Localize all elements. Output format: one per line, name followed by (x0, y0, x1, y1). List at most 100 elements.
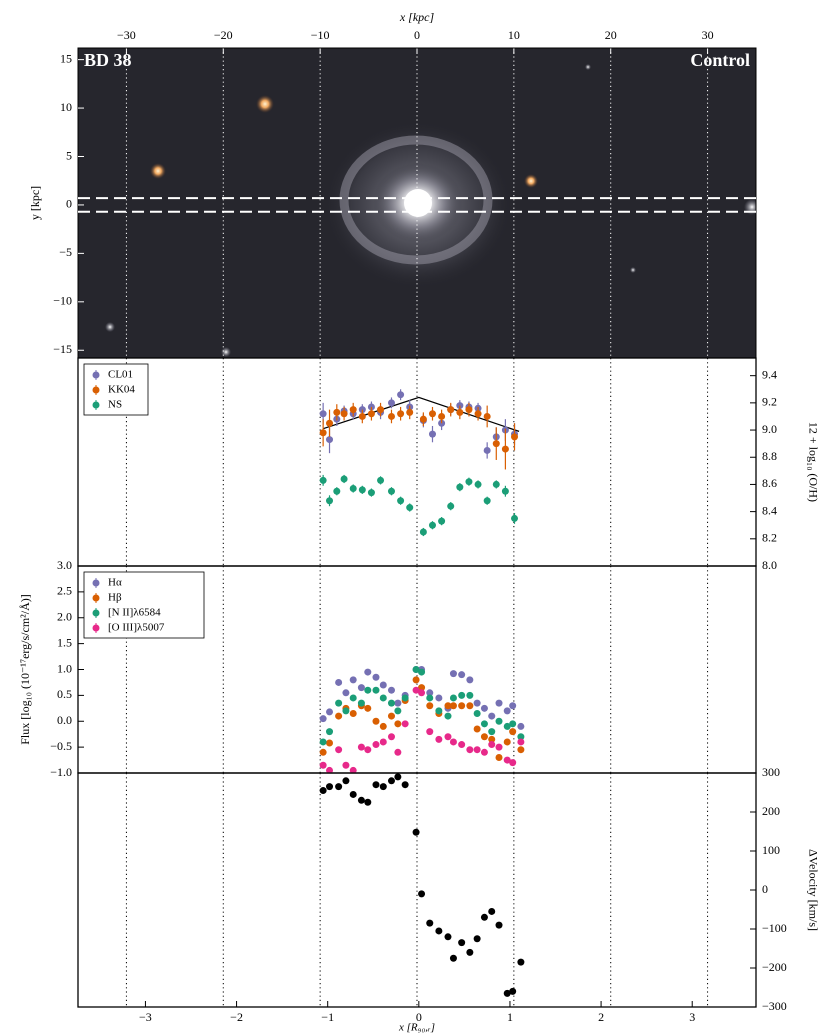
legend-marker (92, 609, 100, 617)
data-point (495, 743, 503, 751)
data-point (379, 681, 387, 689)
y-tick-label: −15 (53, 342, 72, 356)
y-tick-label: 100 (762, 843, 780, 857)
y-tick-label: −100 (762, 921, 787, 935)
data-point (492, 480, 500, 488)
data-point (501, 445, 509, 453)
data-point (319, 738, 327, 746)
y-tick-label: −0.5 (50, 739, 72, 753)
star (524, 174, 538, 188)
data-point (517, 746, 525, 754)
y-tick-label: 200 (762, 804, 780, 818)
x-tick-label: −1 (321, 1010, 334, 1024)
data-point (503, 738, 511, 746)
data-point (466, 691, 474, 699)
data-point (367, 410, 375, 418)
data-point (488, 728, 496, 736)
data-point (492, 440, 500, 448)
data-point (326, 497, 334, 505)
data-point (438, 517, 446, 525)
data-point (474, 410, 482, 418)
data-point (449, 738, 457, 746)
data-point (342, 777, 350, 785)
y-tick-label: 9.0 (762, 422, 777, 436)
data-point (473, 935, 481, 943)
legend-label: Hα (108, 577, 122, 589)
data-point (428, 410, 436, 418)
data-point (397, 497, 405, 505)
data-point (438, 412, 446, 420)
legend-marker (92, 386, 100, 394)
x-tick-label: −3 (139, 1010, 152, 1024)
data-point (326, 728, 334, 736)
y-tick-label: 9.4 (762, 367, 777, 381)
data-point (517, 733, 525, 741)
data-point (335, 746, 343, 754)
data-point (372, 717, 380, 725)
y-tick-label: −1.0 (50, 765, 72, 779)
y-tick-label: 0 (66, 197, 72, 211)
data-point (449, 954, 457, 962)
data-point (509, 728, 517, 736)
x-axis-label: x [R₉₀,ᵣ] (398, 1022, 435, 1034)
data-point (426, 689, 434, 697)
data-point (357, 743, 365, 751)
data-point (319, 761, 327, 769)
data-point (428, 430, 436, 438)
y-tick-label: 2.5 (57, 584, 72, 598)
data-point (364, 798, 372, 806)
data-point (458, 671, 466, 679)
ring (339, 135, 493, 265)
data-point (335, 783, 343, 791)
data-point (495, 921, 503, 929)
y-tick-label: 0.5 (57, 687, 72, 701)
data-point (435, 694, 443, 702)
data-point (418, 890, 426, 898)
data-point (483, 412, 491, 420)
top-tick-label: −10 (311, 28, 330, 42)
data-point (387, 733, 395, 741)
star (256, 95, 274, 113)
y-tick-label: 8.8 (762, 449, 777, 463)
data-point (465, 406, 473, 414)
data-point (326, 436, 334, 444)
data-point (426, 728, 434, 736)
y-tick-label: 8.4 (762, 503, 777, 517)
data-point (465, 478, 473, 486)
sample-label: Control (690, 50, 750, 70)
y-tick-label: 300 (762, 765, 780, 779)
data-point (387, 712, 395, 720)
y-axis-label: 12 + log₁₀ (O/H) (806, 422, 820, 502)
data-point (340, 475, 348, 483)
data-point (483, 497, 491, 505)
y-axis-label: y [kpc] (28, 186, 42, 220)
data-point (509, 759, 517, 767)
data-point (349, 406, 357, 414)
legend-label: Hβ (108, 592, 122, 604)
data-point (480, 733, 488, 741)
y-tick-label: 2.0 (57, 610, 72, 624)
data-point (326, 708, 334, 716)
data-point (319, 429, 327, 437)
data-point (449, 702, 457, 710)
data-point (435, 707, 443, 715)
data-point (501, 487, 509, 495)
data-point (444, 712, 452, 720)
y-tick-label: 5 (66, 148, 72, 162)
x-tick-label: 2 (598, 1010, 604, 1024)
star (221, 347, 231, 357)
data-point (342, 761, 350, 769)
data-point (401, 781, 409, 789)
data-point (458, 939, 466, 947)
data-point (503, 722, 511, 730)
galaxy-image (78, 48, 756, 358)
data-point (473, 725, 481, 733)
data-point (364, 704, 372, 712)
data-point (428, 521, 436, 529)
clip-group (319, 773, 525, 997)
data-point (406, 408, 414, 416)
data-point (412, 828, 420, 836)
data-point (372, 781, 380, 789)
